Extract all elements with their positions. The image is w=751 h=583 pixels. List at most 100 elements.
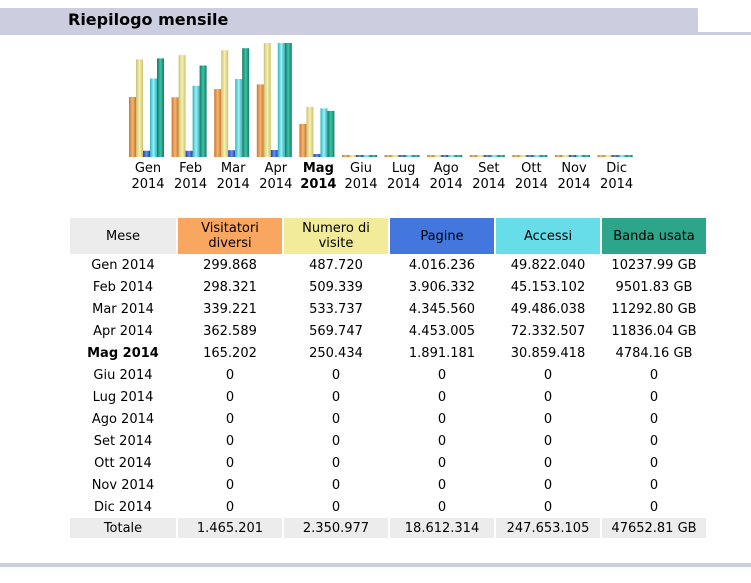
bar-accessi <box>235 79 243 157</box>
bar-banda <box>583 155 590 157</box>
month-label-year: 2014 <box>344 177 378 192</box>
bar-banda <box>370 155 377 157</box>
cell-visitatori: 298.321 <box>203 279 257 295</box>
cell-mese: Ott 2014 <box>94 455 152 471</box>
cell-visite: 533.737 <box>309 301 363 317</box>
month-label: Ott 2014 <box>509 161 553 193</box>
cell-accessi: 0 <box>543 499 553 515</box>
cell-accessi: 45.153.102 <box>510 279 586 295</box>
cell-visitatori: 0 <box>225 411 235 427</box>
cell-accessi: 0 <box>543 411 553 427</box>
cell-accessi: 49.822.040 <box>510 257 586 273</box>
cell-pagine: 3.906.332 <box>408 279 476 295</box>
month-label-name: Feb <box>179 161 203 176</box>
total-pagine: 18.612.314 <box>390 518 494 538</box>
cell-mese: Gen 2014 <box>91 257 155 273</box>
bar-pagine <box>526 155 534 157</box>
cell-visitatori: 0 <box>225 499 235 515</box>
table-row: Gen 2014 299.868 487.720 4.016.236 49.822.04… <box>70 254 706 276</box>
bar-pagine <box>228 150 236 157</box>
table-row: Feb 2014 298.321 509.339 3.906.332 45.153.10… <box>70 276 706 298</box>
month-label-name: Set <box>478 161 500 176</box>
header-banda-usata: Banda usata <box>602 218 706 254</box>
table-row: Dic 2014 0 0 0 0 0 <box>70 496 706 518</box>
month-label-name: Mag <box>302 161 334 176</box>
total-visite: 2.350.977 <box>284 518 388 538</box>
bar-accessi <box>405 155 413 157</box>
bar-accessi <box>490 155 498 157</box>
bar-banda <box>284 43 292 157</box>
cell-visite: 569.747 <box>309 323 363 339</box>
bar-banda <box>242 48 250 158</box>
cell-visite: 0 <box>331 499 341 515</box>
bar-accessi <box>533 155 541 157</box>
bar-pagine <box>441 155 449 157</box>
cell-accessi: 0 <box>543 477 553 493</box>
bar-pagine <box>356 155 363 157</box>
bar-visite <box>562 155 569 157</box>
month-label-year: 2014 <box>259 177 293 192</box>
bar-banda <box>455 155 463 157</box>
month-label-year: 2014 <box>387 177 421 192</box>
cell-banda: 11292.80 GB <box>611 301 697 317</box>
cell-mese: Apr 2014 <box>93 323 153 339</box>
month-label-year: 2014 <box>514 177 548 192</box>
cell-visitatori: 299.868 <box>203 257 257 273</box>
month-label-year: 2014 <box>131 177 165 192</box>
cell-visite: 0 <box>331 367 341 383</box>
cell-visitatori: 362.589 <box>203 323 257 339</box>
bar-visite <box>178 55 186 157</box>
cell-visite: 0 <box>331 477 341 493</box>
cell-visite: 0 <box>331 389 341 405</box>
cell-mese: Mar 2014 <box>92 301 154 317</box>
month-label: Dic 2014 <box>595 161 639 193</box>
bar-visite <box>604 155 612 157</box>
cell-visitatori: 0 <box>225 433 235 449</box>
cell-pagine: 0 <box>437 433 447 449</box>
month-label: Gen 2014 <box>126 161 170 193</box>
bar-visitatori <box>512 155 520 157</box>
bar-accessi <box>150 78 157 157</box>
month-label-name: Nov <box>561 161 587 176</box>
month-label: Nov 2014 <box>552 161 596 193</box>
bar-visite <box>391 155 399 157</box>
table-row: Nov 2014 0 0 0 0 0 <box>70 474 706 496</box>
cell-pagine: 0 <box>437 389 447 405</box>
bar-visitatori <box>384 155 392 157</box>
table-row: Mar 2014 339.221 533.737 4.345.560 49.486.03… <box>70 298 706 320</box>
bottom-divider <box>0 563 751 567</box>
total-visitatori: 1.465.201 <box>178 518 282 538</box>
cell-visite: 509.339 <box>309 279 363 295</box>
bar-accessi <box>448 155 456 157</box>
cell-pagine: 0 <box>437 477 447 493</box>
cell-pagine: 4.453.005 <box>408 323 476 339</box>
month-label-year: 2014 <box>174 177 208 192</box>
bar-visitatori <box>171 97 179 157</box>
cell-visitatori: 165.202 <box>203 345 257 361</box>
table-row: Giu 2014 0 0 0 0 0 <box>70 364 706 386</box>
month-label-name: Gen <box>134 161 162 176</box>
month-label-name: Ago <box>433 161 459 176</box>
cell-visite: 0 <box>331 455 341 471</box>
table-row: Set 2014 0 0 0 0 0 <box>70 430 706 452</box>
bar-accessi <box>618 155 626 157</box>
cell-accessi: 0 <box>543 455 553 471</box>
cell-banda: 0 <box>649 411 659 427</box>
bar-pagine <box>611 155 619 157</box>
bar-pagine <box>483 155 491 157</box>
bar-visite <box>349 155 356 157</box>
bar-visite <box>434 155 442 157</box>
cell-pagine: 0 <box>437 367 447 383</box>
cell-pagine: 0 <box>437 499 447 515</box>
bar-visitatori <box>597 155 605 157</box>
bar-visite <box>136 59 143 157</box>
section-title: Riepilogo mensile <box>68 10 229 29</box>
month-label-name: Apr <box>264 161 288 176</box>
header-accessi: Accessi <box>496 218 600 254</box>
cell-banda: 0 <box>649 455 659 471</box>
month-label-year: 2014 <box>300 177 337 192</box>
bar-pagine <box>313 154 321 157</box>
table-row: Mag 2014 165.202 250.434 1.891.181 30.859.41… <box>70 342 706 364</box>
cell-visitatori: 0 <box>225 367 235 383</box>
bar-visite <box>476 155 484 157</box>
